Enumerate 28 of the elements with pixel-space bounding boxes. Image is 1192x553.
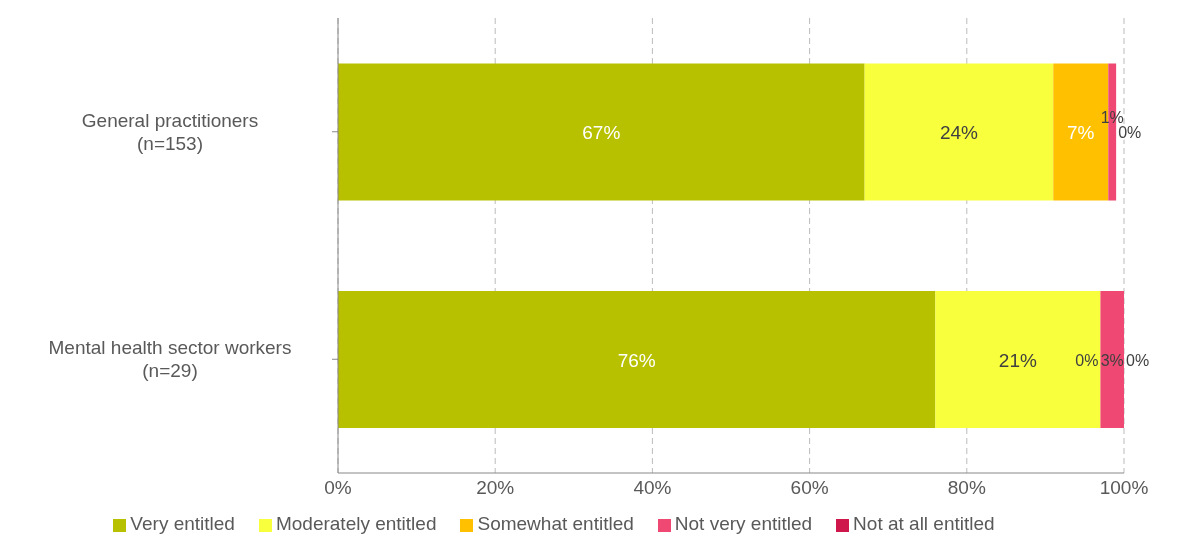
- data-label: 21%: [998, 349, 1038, 371]
- data-label: 24%: [939, 122, 979, 143]
- y-tick-label: Mental health sector workers (n=29): [48, 337, 292, 382]
- x-tick-label: 40%: [633, 477, 672, 499]
- bar: [935, 291, 1101, 428]
- x-tick-label: 100%: [1099, 477, 1149, 499]
- data-label: 0%: [1118, 124, 1142, 141]
- data-label: 1%: [1100, 109, 1124, 126]
- x-tick-label: 20%: [476, 477, 515, 499]
- bar: [864, 63, 1054, 201]
- legend-label: Very entitled: [130, 513, 235, 534]
- bar: [1100, 291, 1124, 428]
- data-label: 76%: [617, 349, 656, 371]
- x-tick-label: 0%: [324, 477, 352, 499]
- bar: [338, 291, 936, 428]
- data-label: 0%: [1126, 351, 1150, 369]
- data-label: 67%: [582, 122, 621, 143]
- legend-label: Not at all entitled: [853, 513, 995, 534]
- legend-label: Not very entitled: [674, 513, 813, 534]
- bar: [338, 63, 865, 201]
- y-tick-label: General practitioners (n=153): [81, 109, 259, 154]
- data-label: 0%: [1075, 351, 1099, 369]
- legend-label: Moderately entitled: [275, 513, 437, 534]
- x-tick-label: 80%: [947, 477, 986, 499]
- data-label: 7%: [1067, 122, 1095, 143]
- legend-label: Somewhat entitled: [477, 513, 634, 534]
- x-tick-label: 60%: [790, 477, 829, 499]
- data-label: 3%: [1100, 351, 1124, 369]
